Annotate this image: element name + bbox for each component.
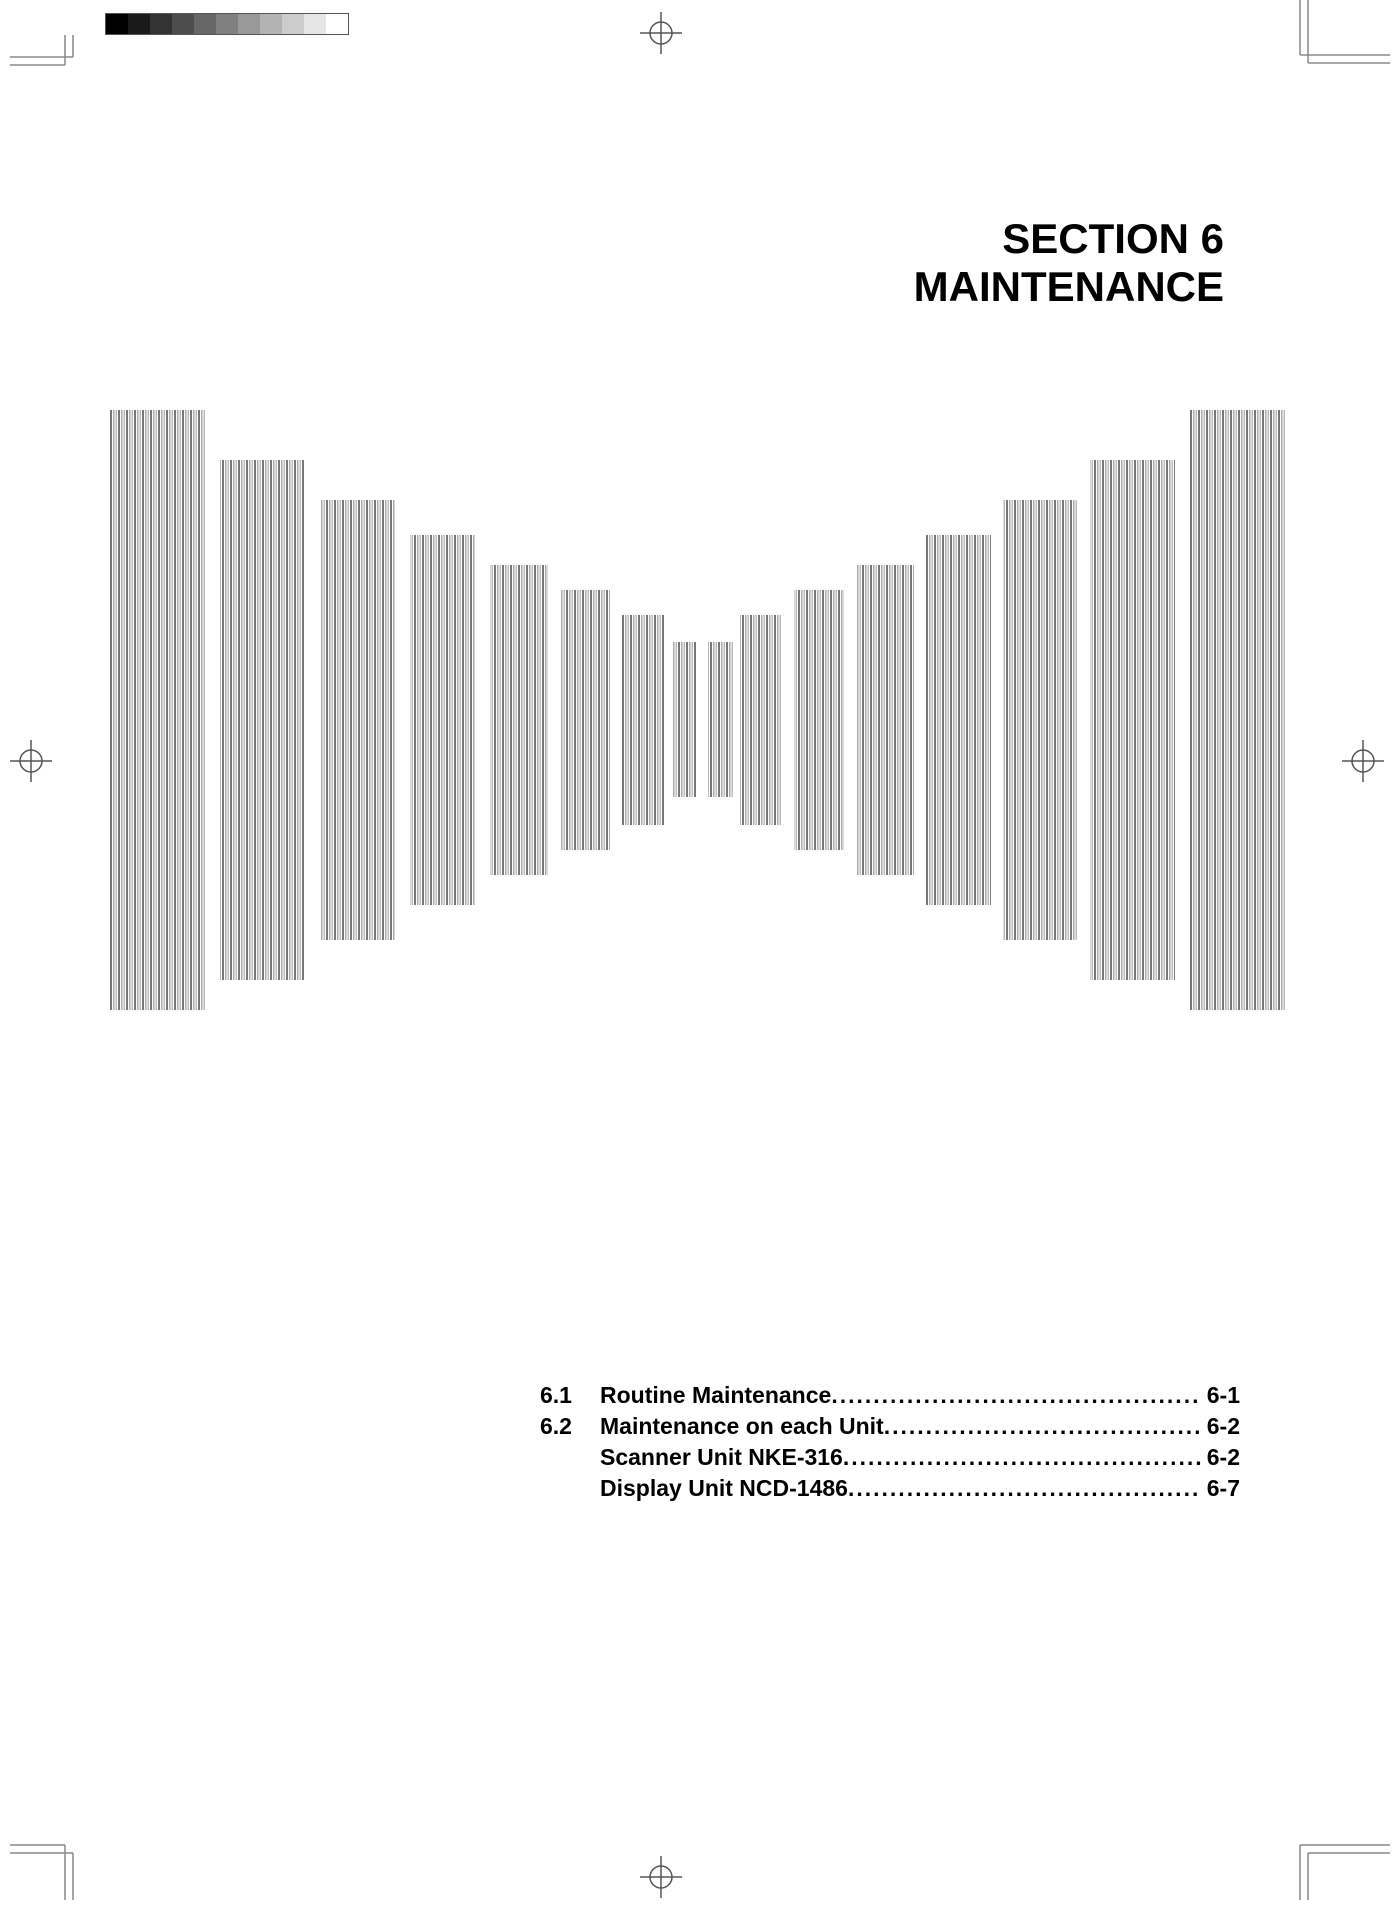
toc-label: Scanner Unit NKE-316 [600, 1442, 843, 1473]
toc-page: 6-7 [1201, 1473, 1240, 1504]
toc-leader [843, 1442, 1201, 1473]
toc-page: 6-2 [1201, 1442, 1240, 1473]
registration-mark-icon [10, 740, 52, 782]
toc-label: Display Unit NCD-1486 [600, 1473, 848, 1504]
toc-leader [848, 1473, 1201, 1504]
registration-mark-icon [640, 1856, 682, 1898]
toc-entry: 6.1 Routine Maintenance 6-1 [540, 1380, 1240, 1411]
section-name: MAINTENANCE [914, 263, 1224, 311]
page-content: SECTION 6 MAINTENANCE [70, 60, 1324, 1848]
toc-subentry: Scanner Unit NKE-316 6-2 [540, 1442, 1240, 1473]
toc-number: 6.2 [540, 1411, 600, 1442]
registration-mark-icon [1342, 740, 1384, 782]
toc-label: Maintenance on each Unit [600, 1411, 884, 1442]
toc-leader [831, 1380, 1200, 1411]
toc-entry: 6.2 Maintenance on each Unit 6-2 [540, 1411, 1240, 1442]
decorative-stripes-graphic [110, 370, 1290, 1010]
toc-label: Routine Maintenance [600, 1380, 831, 1411]
registration-mark-icon [640, 12, 682, 54]
toc-page: 6-2 [1201, 1411, 1240, 1442]
toc-leader [884, 1411, 1201, 1442]
section-number: SECTION 6 [914, 215, 1224, 263]
toc-number: 6.1 [540, 1380, 600, 1411]
section-heading: SECTION 6 MAINTENANCE [914, 215, 1224, 312]
grayscale-strip [105, 13, 349, 35]
toc-page: 6-1 [1201, 1380, 1240, 1411]
table-of-contents: 6.1 Routine Maintenance 6-1 6.2 Maintena… [540, 1380, 1240, 1504]
toc-number [540, 1473, 600, 1504]
toc-subentry: Display Unit NCD-1486 6-7 [540, 1473, 1240, 1504]
toc-number [540, 1442, 600, 1473]
